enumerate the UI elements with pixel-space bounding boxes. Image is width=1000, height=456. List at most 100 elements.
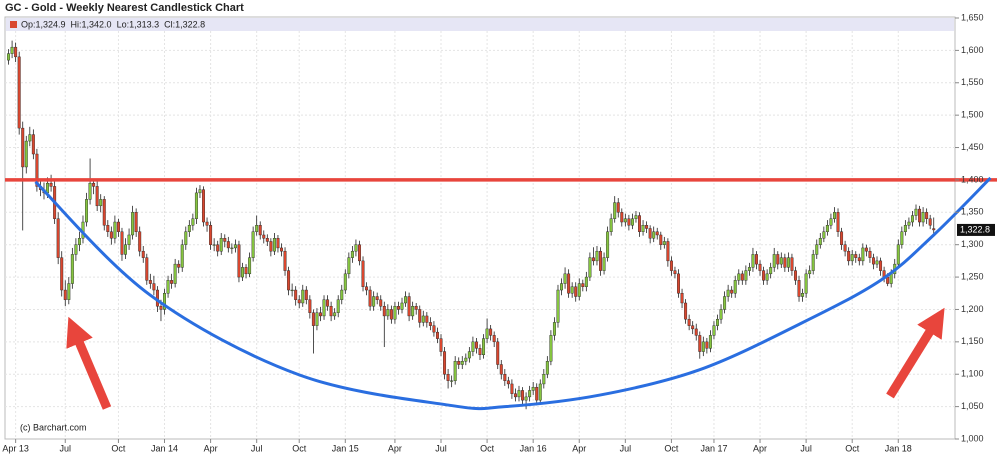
candle-body — [70, 254, 74, 284]
candle-body — [808, 270, 812, 275]
x-tick-label: Jan 18 — [885, 443, 912, 453]
candle-body — [801, 293, 805, 297]
candle-body — [141, 250, 145, 258]
candle-body — [24, 140, 28, 168]
candle-body — [613, 202, 617, 219]
candle-body — [840, 231, 844, 245]
candle-body — [489, 328, 493, 336]
candle-body — [776, 254, 780, 265]
candle-body — [99, 199, 103, 207]
candle-body — [478, 348, 482, 356]
candle-body — [148, 280, 152, 284]
candle-body — [106, 225, 110, 232]
candle-body — [60, 257, 64, 291]
candle-body — [124, 244, 127, 255]
candle-body — [49, 182, 53, 187]
x-tick-label: Jan 14 — [151, 443, 178, 453]
candle-body — [684, 302, 688, 320]
chart-title: GC - Gold - Weekly Nearest Candlestick C… — [5, 2, 244, 14]
candle-body — [850, 254, 854, 262]
candle-body — [474, 341, 478, 349]
candle-body — [499, 364, 503, 375]
candle-body — [889, 273, 893, 284]
candle-body — [368, 289, 372, 307]
candle-body — [194, 192, 198, 219]
candle-body — [677, 273, 680, 294]
candle-body — [131, 212, 135, 236]
candle-body — [333, 312, 337, 317]
candle-body — [340, 289, 344, 300]
x-tick-label: Jan 15 — [332, 443, 359, 453]
candle-body — [31, 134, 35, 155]
candle-body — [680, 293, 684, 304]
candle-body — [634, 215, 638, 219]
candle-body — [255, 225, 259, 232]
candle-body — [319, 312, 322, 317]
candle-body — [542, 374, 546, 385]
x-tick-label: Jul — [435, 443, 447, 453]
x-tick-label: Apr — [204, 443, 218, 453]
candle-body — [556, 289, 560, 323]
candle-body — [432, 325, 436, 333]
candle-body — [198, 189, 202, 194]
candle-body — [152, 283, 156, 291]
candle-body — [818, 238, 822, 245]
arrow-right — [886, 307, 945, 399]
candle-body — [180, 244, 184, 268]
candle-body — [212, 244, 216, 246]
candle-body — [641, 225, 645, 232]
candle-body — [177, 263, 181, 268]
candle-body — [503, 374, 507, 381]
candle-body — [627, 218, 631, 226]
x-tick-label: Apr — [388, 443, 402, 453]
x-tick-label: Apr 13 — [2, 443, 29, 453]
candle-body — [740, 273, 744, 281]
candle-body — [464, 357, 468, 362]
candle-body — [482, 338, 486, 356]
candle-body — [666, 241, 670, 262]
candle-body — [910, 215, 914, 223]
candle-body — [265, 238, 269, 242]
candle-body — [294, 289, 298, 300]
candle-body — [701, 341, 705, 352]
candle-body — [528, 390, 532, 398]
arrow-left — [66, 316, 112, 410]
candle-body — [524, 396, 528, 401]
candle-body — [769, 267, 773, 275]
candle-body — [786, 257, 790, 268]
candle-body — [737, 273, 741, 281]
candle-body — [109, 231, 113, 239]
x-tick-label: Apr — [753, 443, 767, 453]
candle-body — [428, 322, 432, 326]
candle-body — [184, 231, 188, 245]
candle-body — [928, 218, 932, 226]
grid — [5, 31, 955, 439]
candle-body — [552, 322, 556, 336]
candle-body — [719, 309, 723, 320]
candle-body — [797, 280, 801, 297]
candle-body — [237, 244, 241, 278]
candle-body — [411, 306, 415, 317]
candle-body — [187, 225, 191, 232]
candle-body — [620, 212, 624, 223]
candle-body — [17, 56, 21, 129]
candle-body — [708, 335, 712, 349]
candle-body — [67, 283, 71, 300]
candle-body — [354, 244, 358, 252]
candle-body — [755, 254, 758, 265]
candle-body — [648, 228, 652, 239]
candle-body — [450, 380, 454, 382]
candle-body — [843, 244, 847, 252]
candle-body — [652, 231, 656, 239]
candle-body — [77, 238, 81, 245]
y-tick-label: 1,450 — [961, 142, 984, 152]
legend-swatch — [10, 21, 17, 28]
candle-body — [645, 225, 649, 229]
candle-body — [723, 296, 727, 310]
candle-body — [606, 231, 610, 258]
candle-body — [400, 302, 404, 310]
candle-body — [811, 254, 815, 271]
candle-body — [382, 306, 386, 317]
candle-body — [609, 218, 613, 232]
candle-body — [833, 212, 836, 219]
